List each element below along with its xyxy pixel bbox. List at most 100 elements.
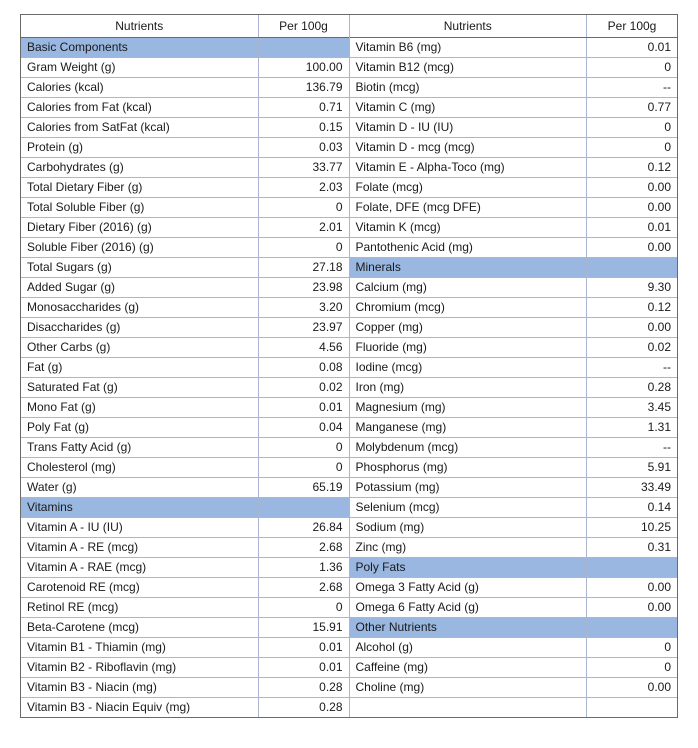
nutrient-name: Calories (kcal) — [21, 78, 259, 97]
nutrient-value: -- — [587, 358, 677, 377]
nutrient-name: Total Soluble Fiber (g) — [21, 198, 259, 217]
nutrient-row: Added Sugar (g)23.98 — [21, 278, 349, 298]
header-per100g: Per 100g — [587, 15, 677, 37]
nutrient-value: 0 — [259, 458, 349, 477]
nutrient-name: Biotin (mcg) — [350, 78, 588, 97]
nutrient-name: Disaccharides (g) — [21, 318, 259, 337]
nutrient-value: 9.30 — [587, 278, 677, 297]
nutrient-row: Alcohol (g)0 — [350, 638, 678, 658]
section-title: Other Nutrients — [350, 618, 588, 637]
nutrient-name: Alcohol (g) — [350, 638, 588, 657]
nutrient-name: Poly Fat (g) — [21, 418, 259, 437]
nutrient-value: 0.00 — [587, 178, 677, 197]
nutrient-value: 0 — [259, 238, 349, 257]
nutrient-value: 0 — [587, 118, 677, 137]
nutrient-row: Iron (mg)0.28 — [350, 378, 678, 398]
nutrient-row: Phosphorus (mg)5.91 — [350, 458, 678, 478]
nutrient-value: 4.56 — [259, 338, 349, 357]
nutrient-name: Vitamin B3 - Niacin Equiv (mg) — [21, 698, 259, 717]
nutrient-name: Potassium (mg) — [350, 478, 588, 497]
nutrient-row: Calories from SatFat (kcal)0.15 — [21, 118, 349, 138]
nutrient-value: 0 — [587, 658, 677, 677]
nutrient-value: 100.00 — [259, 58, 349, 77]
nutrient-row: Carotenoid RE (mcg)2.68 — [21, 578, 349, 598]
nutrient-row: Trans Fatty Acid (g)0 — [21, 438, 349, 458]
nutrient-name: Vitamin K (mcg) — [350, 218, 588, 237]
nutrient-row: Vitamin D - IU (IU)0 — [350, 118, 678, 138]
nutrient-value: 0.00 — [587, 318, 677, 337]
nutrient-value: -- — [587, 438, 677, 457]
nutrient-name: Iodine (mcg) — [350, 358, 588, 377]
nutrient-name: Molybdenum (mcg) — [350, 438, 588, 457]
nutrient-value: 0 — [587, 638, 677, 657]
nutrient-row: Pantothenic Acid (mg)0.00 — [350, 238, 678, 258]
nutrient-row: Molybdenum (mcg)-- — [350, 438, 678, 458]
header-nutrients: Nutrients — [21, 15, 259, 37]
nutrient-value: 0.14 — [587, 498, 677, 517]
nutrient-row: Omega 3 Fatty Acid (g)0.00 — [350, 578, 678, 598]
nutrient-row: Fat (g)0.08 — [21, 358, 349, 378]
nutrient-name: Fat (g) — [21, 358, 259, 377]
nutrient-value: 0.00 — [587, 238, 677, 257]
nutrient-name: Copper (mg) — [350, 318, 588, 337]
nutrient-value: 33.77 — [259, 158, 349, 177]
column-header: Nutrients Per 100g — [21, 15, 349, 38]
nutrient-name: Trans Fatty Acid (g) — [21, 438, 259, 457]
section-header-row: Minerals — [350, 258, 678, 278]
nutrient-row: Selenium (mcg)0.14 — [350, 498, 678, 518]
nutrient-value: 2.68 — [259, 578, 349, 597]
left-column: Nutrients Per 100g Basic ComponentsGram … — [21, 15, 350, 717]
nutrient-value: -- — [587, 78, 677, 97]
nutrient-name: Phosphorus (mg) — [350, 458, 588, 477]
header-per100g: Per 100g — [259, 15, 349, 37]
nutrient-value: 23.98 — [259, 278, 349, 297]
nutrient-value: 0.01 — [259, 398, 349, 417]
nutrient-name: Calories from Fat (kcal) — [21, 98, 259, 117]
nutrient-name: Vitamin E - Alpha-Toco (mg) — [350, 158, 588, 177]
nutrient-value: 33.49 — [587, 478, 677, 497]
nutrient-value — [587, 618, 677, 637]
nutrient-name: Selenium (mcg) — [350, 498, 588, 517]
nutrient-name: Vitamin A - IU (IU) — [21, 518, 259, 537]
nutrient-row: Mono Fat (g)0.01 — [21, 398, 349, 418]
nutrient-row: Vitamin A - RAE (mcg)1.36 — [21, 558, 349, 578]
nutrient-value: 5.91 — [587, 458, 677, 477]
nutrient-name: Sodium (mg) — [350, 518, 588, 537]
nutrient-name: Beta-Carotene (mcg) — [21, 618, 259, 637]
nutrient-row: Iodine (mcg)-- — [350, 358, 678, 378]
nutrient-value: 0.00 — [587, 678, 677, 697]
nutrient-value: 65.19 — [259, 478, 349, 497]
nutrient-name: Gram Weight (g) — [21, 58, 259, 77]
nutrient-row: Sodium (mg)10.25 — [350, 518, 678, 538]
nutrient-name: Water (g) — [21, 478, 259, 497]
nutrition-table-container: Nutrients Per 100g Basic ComponentsGram … — [0, 0, 698, 748]
nutrient-row: Vitamin A - IU (IU)26.84 — [21, 518, 349, 538]
nutrient-value: 0.31 — [587, 538, 677, 557]
nutrient-row: Protein (g)0.03 — [21, 138, 349, 158]
section-header-row: Poly Fats — [350, 558, 678, 578]
nutrient-value: 0.28 — [259, 698, 349, 717]
nutrient-value: 0.02 — [587, 338, 677, 357]
nutrient-row: Vitamin B3 - Niacin Equiv (mg)0.28 — [21, 698, 349, 717]
nutrient-value: 0.00 — [587, 598, 677, 617]
nutrient-value: 0.15 — [259, 118, 349, 137]
nutrient-row: Potassium (mg)33.49 — [350, 478, 678, 498]
nutrient-value: 0.03 — [259, 138, 349, 157]
section-title: Poly Fats — [350, 558, 588, 577]
nutrient-row: Monosaccharides (g)3.20 — [21, 298, 349, 318]
nutrient-value — [259, 38, 349, 57]
nutrient-name: Other Carbs (g) — [21, 338, 259, 357]
nutrient-row: Calories (kcal)136.79 — [21, 78, 349, 98]
nutrient-row: Folate, DFE (mcg DFE)0.00 — [350, 198, 678, 218]
nutrient-row: Folate (mcg)0.00 — [350, 178, 678, 198]
nutrient-value: 10.25 — [587, 518, 677, 537]
nutrient-value: 0.08 — [259, 358, 349, 377]
nutrient-name: Vitamin D - IU (IU) — [350, 118, 588, 137]
nutrient-value: 1.31 — [587, 418, 677, 437]
nutrient-value: 0.28 — [259, 678, 349, 697]
nutrient-name: Iron (mg) — [350, 378, 588, 397]
nutrient-row: Caffeine (mg)0 — [350, 658, 678, 678]
nutrient-row: Vitamin C (mg)0.77 — [350, 98, 678, 118]
nutrient-row: Vitamin B1 - Thiamin (mg)0.01 — [21, 638, 349, 658]
nutrient-value: 0 — [259, 438, 349, 457]
